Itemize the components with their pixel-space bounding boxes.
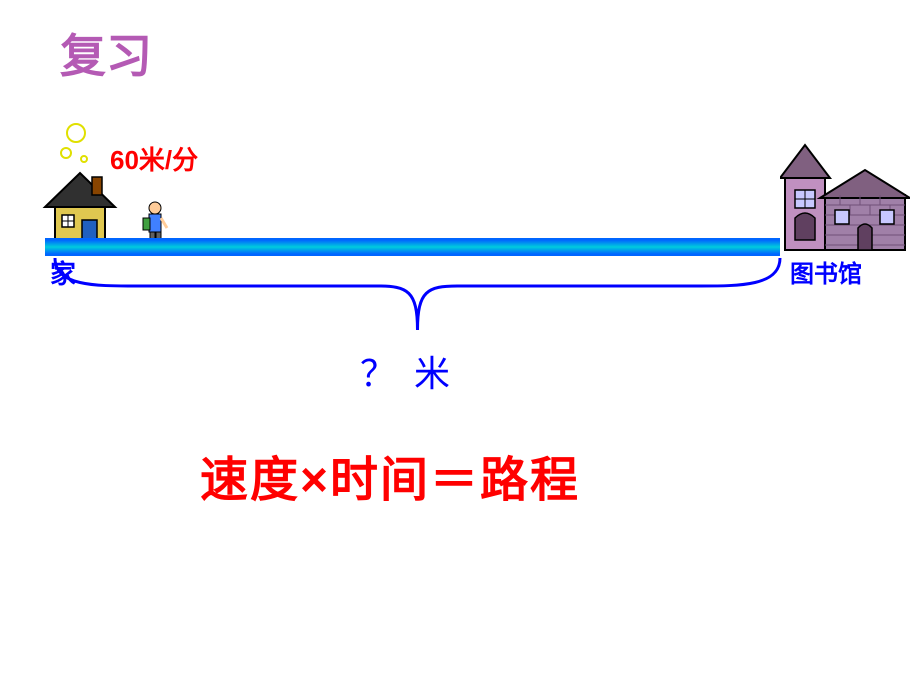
formula-text: 速度×时间＝路程 <box>200 440 580 510</box>
brace-icon <box>0 0 920 690</box>
distance-label: ？ 米 <box>360 345 454 397</box>
library-label: 图书馆 <box>790 254 862 289</box>
home-label: 家 <box>50 254 76 291</box>
